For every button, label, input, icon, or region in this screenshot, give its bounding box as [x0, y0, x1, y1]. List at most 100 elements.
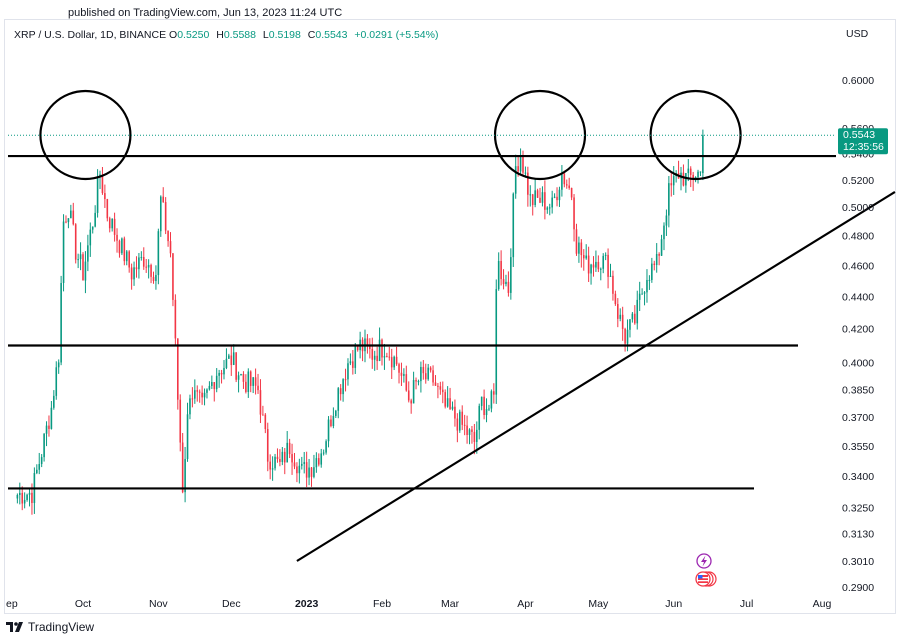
candle-body [23, 499, 26, 504]
candles-group [16, 129, 704, 515]
candle-body [293, 462, 296, 467]
candle-body [72, 210, 75, 225]
candle-body [286, 442, 288, 463]
tradingview-brand[interactable]: TradingView [6, 620, 94, 634]
candle-body [473, 431, 476, 442]
candle-body [398, 364, 400, 373]
price-tick-label: 0.3010 [842, 556, 874, 568]
candle-body [373, 355, 376, 360]
time-tick-label: Apr [517, 598, 534, 610]
time-tick-label: ep [6, 598, 18, 610]
candle-body [230, 355, 233, 365]
candle-body [196, 390, 199, 392]
candle-body [381, 339, 383, 358]
candle-body [699, 171, 702, 173]
candle-body [653, 263, 656, 266]
time-tick-label: Nov [149, 598, 168, 610]
candle-body [556, 196, 558, 201]
candle-body [578, 242, 580, 254]
candle-body [28, 492, 31, 495]
candle-body [94, 212, 96, 227]
candle-body [36, 469, 38, 474]
candle-body [242, 374, 245, 382]
candle-body [40, 457, 43, 465]
us-flag-event-icon[interactable] [695, 571, 717, 587]
candle-body [150, 264, 152, 277]
candle-body [456, 418, 459, 431]
candle-body [668, 183, 670, 216]
candle-body [638, 293, 641, 300]
candle-body [539, 197, 541, 203]
candle-body [104, 193, 106, 200]
candle-body [113, 218, 116, 235]
candle-body [512, 193, 515, 258]
candle-body [240, 374, 242, 376]
candle-body [247, 371, 250, 392]
candle-body [252, 377, 254, 386]
candle-body [269, 461, 271, 470]
candle-body [62, 221, 65, 284]
candle-body [310, 467, 313, 477]
time-tick-label: Jul [740, 598, 753, 610]
candle-body [281, 451, 284, 462]
candle-body [517, 166, 519, 172]
candle-body [439, 386, 442, 390]
candle-body [235, 352, 237, 380]
candle-body [495, 289, 498, 395]
candle-body [145, 266, 148, 268]
candle-body [48, 425, 50, 429]
candle-body [702, 135, 704, 174]
candle-body [320, 453, 323, 465]
candle-body [427, 367, 429, 380]
candle-body [415, 380, 417, 382]
time-axis[interactable]: ep Oct Nov Dec 2023 Feb Mar Apr May Jun Jul Aug [6, 598, 831, 610]
candle-body [561, 173, 563, 190]
candle-body [660, 239, 663, 256]
candle-body [497, 260, 500, 290]
candle-body [536, 190, 539, 198]
candle-body [74, 224, 77, 260]
price-tick-label: 0.3850 [842, 384, 874, 396]
candle-body [689, 168, 692, 175]
ascending-trendline [296, 191, 896, 562]
candle-body [485, 409, 488, 416]
candle-body [612, 275, 614, 294]
candle-body [232, 352, 235, 365]
candle-body [619, 314, 622, 319]
lightning-icon[interactable] [696, 553, 712, 569]
candle-body [313, 467, 315, 477]
candle-body [177, 338, 179, 400]
candle-body [213, 382, 216, 390]
candle-body [454, 406, 456, 419]
candle-body [186, 414, 189, 459]
candle-body [483, 396, 485, 416]
symbol-label[interactable]: XRP / U.S. Dollar, 1D, BINANCE [14, 29, 167, 41]
candle-body [395, 356, 398, 365]
candle-body [228, 355, 230, 359]
candle-body [468, 429, 471, 435]
time-tick-label: 2023 [295, 598, 319, 610]
price-tick-label: 0.3550 [842, 441, 874, 453]
candle-body [575, 229, 578, 254]
price-tick-label: 0.4600 [842, 260, 874, 272]
candle-body [65, 221, 67, 223]
candle-body [441, 389, 444, 393]
candle-body [308, 467, 310, 478]
candle-body [133, 267, 135, 280]
candle-body [271, 468, 274, 470]
candle-body [259, 390, 262, 415]
high-value: 0.5588 [223, 29, 256, 41]
candle-body [420, 366, 422, 382]
candle-body [607, 254, 609, 277]
candle-body [162, 196, 165, 203]
candle-body [322, 452, 325, 454]
price-tick-label: 0.4200 [842, 324, 874, 336]
candle-body [631, 313, 634, 320]
candle-body [417, 381, 420, 383]
candle-body [446, 398, 449, 407]
price-tick-label: 0.2900 [842, 582, 874, 594]
currency-label: USD [846, 28, 869, 40]
highlight-circle [493, 89, 587, 181]
candle-body [198, 391, 201, 393]
